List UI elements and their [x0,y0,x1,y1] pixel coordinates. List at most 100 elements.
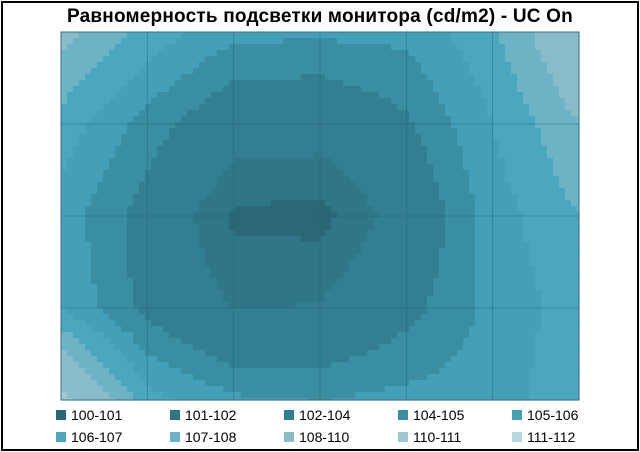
contour-cell [121,152,128,159]
contour-cell [313,74,320,81]
contour-cell [115,194,122,201]
contour-cell [391,248,398,255]
contour-cell [277,32,284,39]
contour-cell [241,320,248,327]
contour-cell [457,50,464,57]
contour-cell [337,314,344,321]
contour-cell [511,134,518,141]
contour-cell [265,80,272,87]
contour-cell [151,44,158,51]
contour-cell [469,116,476,123]
contour-cell [499,242,506,249]
contour-cell [145,74,152,81]
contour-cell [535,134,542,141]
contour-cell [73,128,80,135]
contour-cell [169,296,176,303]
contour-cell [547,194,554,201]
contour-cell [385,74,392,81]
contour-cell [559,62,566,69]
contour-cell [571,164,578,171]
contour-cell [283,44,290,51]
contour-cell [355,62,362,69]
contour-cell [523,98,530,105]
contour-cell [331,326,338,333]
contour-cell [109,116,116,123]
contour-cell [493,242,500,249]
contour-cell [307,92,314,99]
contour-cell [553,302,560,309]
contour-cell [433,68,440,75]
contour-cell [547,32,554,39]
contour-cell [343,122,350,129]
contour-cell [349,290,356,297]
contour-cell [481,146,488,153]
contour-cell [433,146,440,153]
contour-cell [79,218,86,225]
contour-cell [379,356,386,363]
contour-cell [361,128,368,135]
contour-cell [235,182,242,189]
contour-cell [271,212,278,219]
contour-cell [133,230,140,237]
contour-cell [529,302,536,309]
contour-cell [175,170,182,177]
contour-cell [439,164,446,171]
contour-cell [277,212,284,219]
contour-cell [229,350,236,357]
contour-cell [571,284,578,291]
contour-cell [115,314,122,321]
contour-cell [79,302,86,309]
contour-cell [349,308,356,315]
contour-cell [571,200,578,207]
contour-cell [235,206,242,213]
contour-cell [355,272,362,279]
contour-cell [139,38,146,45]
contour-cell [523,182,530,189]
contour-cell [559,338,566,345]
contour-cell [97,122,104,129]
contour-cell [151,80,158,87]
contour-cell [157,326,164,333]
contour-cell [421,218,428,225]
contour-cell [427,116,434,123]
contour-cell [121,332,128,339]
contour-cell [355,164,362,171]
contour-cell [535,164,542,171]
contour-cell [217,122,224,129]
contour-cell [115,128,122,135]
contour-cell [571,122,578,129]
contour-cell [541,224,548,231]
contour-cell [271,224,278,231]
contour-cell [109,320,116,327]
contour-cell [343,248,350,255]
contour-cell [571,128,578,135]
contour-cell [85,350,92,357]
contour-cell [217,44,224,51]
contour-cell [139,284,146,291]
contour-cell [277,236,284,243]
contour-cell [85,98,92,105]
contour-cell [187,206,194,213]
contour-cell [391,194,398,201]
contour-cell [169,140,176,147]
contour-cell [217,314,224,321]
contour-cell [565,116,572,123]
contour-cell [217,68,224,75]
contour-cell [181,344,188,351]
contour-cell [427,86,434,93]
contour-cell [103,368,110,375]
contour-cell [391,38,398,45]
contour-cell [577,38,580,45]
contour-cell [331,296,338,303]
contour-cell [343,164,350,171]
contour-cell [241,86,248,93]
contour-cell [199,302,206,309]
contour-cell [529,62,536,69]
contour-cell [247,62,254,69]
contour-cell [499,68,506,75]
contour-cell [565,104,572,111]
contour-cell [241,374,248,381]
contour-cell [307,146,314,153]
contour-cell [331,182,338,189]
contour-cell [85,68,92,75]
